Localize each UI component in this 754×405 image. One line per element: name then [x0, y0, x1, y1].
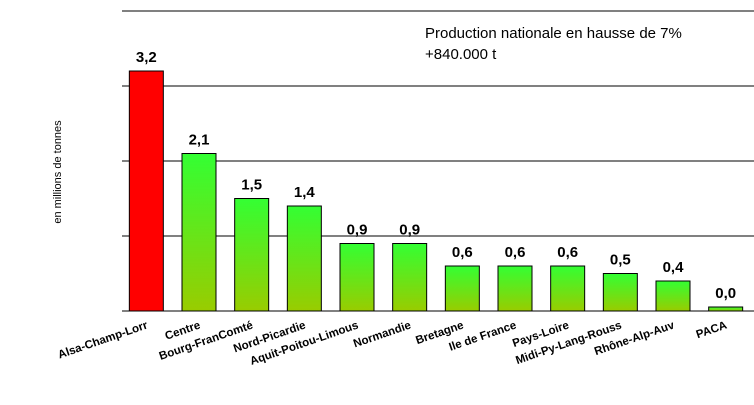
data-label: 2,1: [189, 132, 210, 149]
data-label: 0,9: [399, 222, 420, 239]
x-tick-labels: Alsa-Champ-Lorr CentreBourg-FranComtéNord…: [57, 319, 729, 368]
y-axis-label: en millions de tonnes: [52, 120, 64, 224]
bar-pays-loire: [550, 265, 586, 312]
data-label: 0,6: [557, 244, 578, 261]
annotation-line-1: Production nationale en hausse de 7%: [425, 25, 682, 42]
data-label: 0,6: [505, 244, 526, 261]
bar-centre: [181, 153, 217, 312]
bar-aquit-poitou-limous: [339, 243, 375, 312]
bar-midi-py-lang-rouss: [602, 273, 638, 312]
bar-normandie: [392, 243, 428, 312]
bar-nord-picardie: [286, 205, 322, 312]
data-label: 0,6: [452, 244, 473, 261]
gridlines: [122, 10, 754, 237]
data-label: 1,4: [294, 184, 316, 201]
data-label: 0,4: [663, 259, 685, 276]
data-label: 3,2: [136, 49, 157, 66]
bars: [128, 70, 744, 312]
x-tick-label: PACA: [695, 319, 729, 341]
x-tick-label: Normandie: [352, 319, 413, 350]
annotation-line-2: +840.000 t: [425, 46, 497, 63]
bar-paca: [708, 306, 744, 312]
data-label: 0,5: [610, 252, 631, 269]
bar-bretagne: [444, 265, 480, 312]
bar-ile-de-france: [497, 265, 533, 312]
data-labels: 3,2 2,1 1,5 1,4 0,9 0,9 0,6 0,6 0,6 0,5 0,4 0,0: [136, 49, 736, 302]
data-label: 0,9: [347, 222, 368, 239]
bar-alsa-champ-lorr: [128, 70, 164, 312]
x-tick-label: Alsa-Champ-Lorr: [57, 319, 150, 361]
data-label: 1,5: [241, 177, 262, 194]
data-label: 0,0: [715, 285, 736, 302]
bar-rh-ne-alp-auv: [655, 280, 691, 312]
bar-bourg-francomt-: [234, 198, 270, 312]
